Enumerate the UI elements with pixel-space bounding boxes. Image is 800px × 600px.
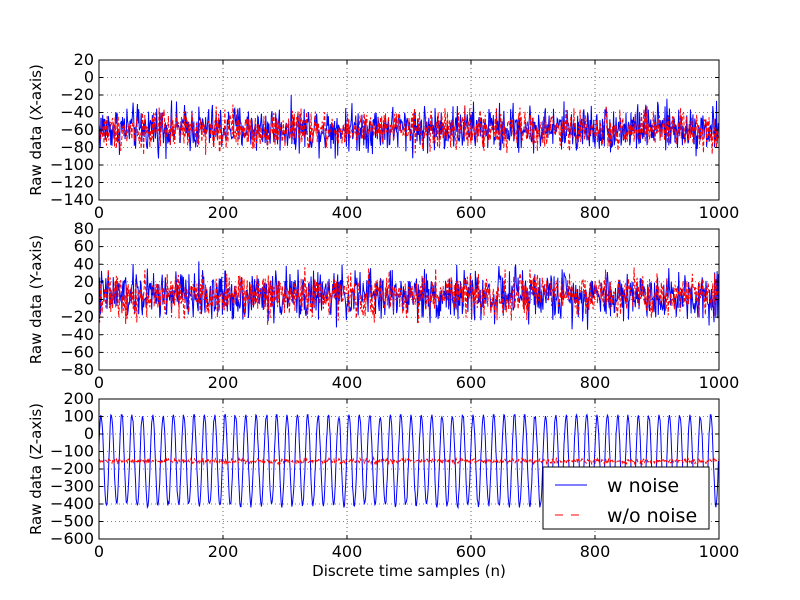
x-tick-label: 1000 [699, 542, 740, 561]
y-tick-label: −100 [50, 155, 94, 174]
y-tick-label: 40 [74, 254, 94, 273]
series-group [99, 261, 719, 330]
x-axis-label: Discrete time samples (n) [312, 562, 506, 580]
subplot-2: 0 200 400 600 800 1000806040200−20−40−60−80Ra… [27, 219, 739, 392]
x-tick-label: 1000 [699, 203, 740, 222]
y-tick-label: −80 [60, 360, 94, 379]
legend-label: w noise [607, 475, 679, 497]
y-tick-label: −60 [60, 120, 94, 139]
x-tick-label: 200 [208, 542, 239, 561]
legend-box [542, 466, 710, 530]
y-tick-label: −40 [60, 325, 94, 344]
y-tick-label: 0 [84, 424, 94, 443]
x-tick-label: 400 [332, 373, 363, 392]
legend: w noise w/o noise [542, 466, 710, 530]
x-tick-label: 600 [456, 542, 487, 561]
legend-label: w/o noise [607, 505, 697, 527]
x-tick-label: 800 [580, 542, 611, 561]
series-group [99, 95, 719, 160]
y-tick-label: −100 [50, 442, 94, 461]
y-axis-label: Raw data (Z-axis) [27, 403, 45, 535]
y-tick-label: −80 [60, 138, 94, 157]
series-line-w-o-noise [99, 104, 719, 155]
y-tick-label: 100 [63, 407, 94, 426]
y-tick-label: −40 [60, 103, 94, 122]
x-tick-label: 200 [208, 203, 239, 222]
y-tick-label: −400 [50, 494, 94, 513]
series-line-w-o-noise [99, 267, 719, 326]
x-tick-label: 800 [580, 203, 611, 222]
y-tick-label: 20 [74, 272, 94, 291]
subplot-3: 0 200 400 600 800 10002001000−100−200−300−400… [27, 389, 739, 561]
y-tick-label: −20 [60, 85, 94, 104]
y-tick-label: 0 [84, 68, 94, 87]
y-tick-label: −300 [50, 477, 94, 496]
y-tick-label: −20 [60, 307, 94, 326]
subplot-1: 0 200 400 600 800 1000200−20−40−60−80−100−120… [27, 50, 739, 222]
subplots: 0 200 400 600 800 1000200−20−40−60−80−100−120… [27, 50, 739, 561]
x-tick-label: 400 [332, 203, 363, 222]
x-tick-label: 0 [94, 203, 104, 222]
y-tick-label: 0 [84, 290, 94, 309]
series-group [99, 413, 719, 510]
x-tick-label: 600 [456, 373, 487, 392]
y-axis-label: Raw data (X-axis) [27, 64, 45, 196]
x-tick-label: 400 [332, 542, 363, 561]
x-tick-label: 0 [94, 373, 104, 392]
y-tick-label: −600 [50, 529, 94, 548]
y-tick-label: −500 [50, 512, 94, 531]
y-tick-label: 20 [74, 50, 94, 69]
x-tick-label: 200 [208, 373, 239, 392]
y-tick-label: 60 [74, 237, 94, 256]
y-tick-label: −120 [50, 173, 94, 192]
x-tick-label: 0 [94, 542, 104, 561]
y-tick-label: −140 [50, 190, 94, 209]
series-line-w-noise [99, 261, 719, 330]
x-tick-label: 1000 [699, 373, 740, 392]
y-tick-label: −60 [60, 342, 94, 361]
x-tick-label: 600 [456, 203, 487, 222]
x-tick-label: 800 [580, 373, 611, 392]
y-tick-label: −200 [50, 459, 94, 478]
series-line-w-noise [99, 413, 719, 510]
y-tick-label: 80 [74, 219, 94, 238]
y-tick-label: 200 [63, 389, 94, 408]
series-line-w-o-noise [99, 455, 719, 467]
y-axis-label: Raw data (Y-axis) [27, 235, 45, 364]
